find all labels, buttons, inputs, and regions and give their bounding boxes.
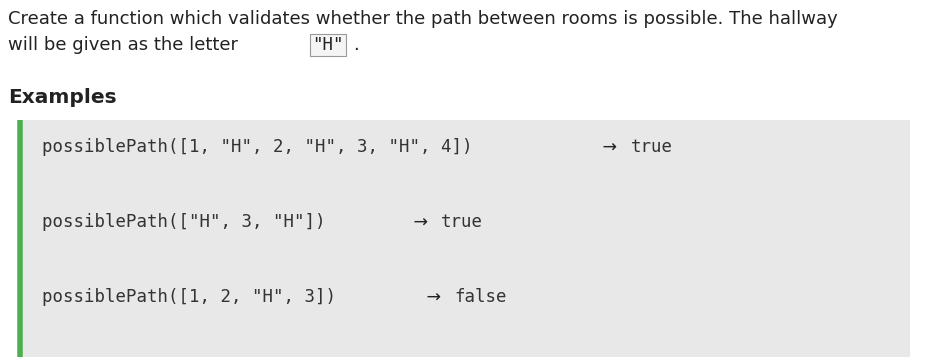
Text: →: → [597, 138, 623, 156]
Text: will be given as the letter: will be given as the letter [8, 36, 244, 54]
Text: true: true [441, 213, 483, 231]
Text: possiblePath(["H", 3, "H"]): possiblePath(["H", 3, "H"]) [42, 213, 326, 231]
Text: possiblePath([1, "H", 2, "H", 3, "H", 4]): possiblePath([1, "H", 2, "H", 3, "H", 4]… [42, 138, 472, 156]
Text: →: → [421, 288, 446, 306]
Text: false: false [454, 288, 507, 306]
Text: possiblePath([1, 2, "H", 3]): possiblePath([1, 2, "H", 3]) [42, 288, 336, 306]
Text: "H": "H" [312, 36, 344, 54]
Text: Create a function which validates whether the path between rooms is possible. Th: Create a function which validates whethe… [8, 10, 838, 28]
Bar [20, 120, 910, 357]
Text: Examples: Examples [8, 88, 116, 107]
Text: →: → [408, 213, 433, 231]
Text: true: true [631, 138, 672, 156]
Text: .: . [352, 36, 359, 54]
